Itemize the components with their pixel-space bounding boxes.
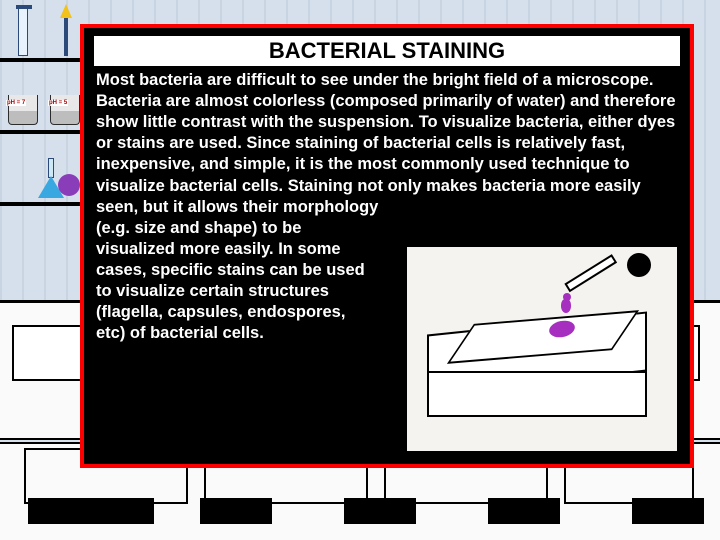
graduated-cylinder-icon xyxy=(18,8,28,56)
funnel-icon xyxy=(60,4,72,18)
nav-button[interactable] xyxy=(488,498,560,524)
nav-button[interactable] xyxy=(28,498,154,524)
funnel-stem-icon xyxy=(64,18,68,56)
modal-body: Most bacteria are difficult to see under… xyxy=(96,70,678,452)
staining-illustration xyxy=(406,246,678,452)
dropper-icon xyxy=(567,253,657,307)
nav-button[interactable] xyxy=(200,498,272,524)
modal-title-bar: BACTERIAL STAINING xyxy=(94,36,680,66)
ph-label: pH = 7 xyxy=(6,100,26,106)
modal-title: BACTERIAL STAINING xyxy=(265,36,509,66)
modal-paragraph-full: Most bacteria are difficult to see under… xyxy=(96,70,678,218)
info-modal: BACTERIAL STAINING Most bacteria are dif… xyxy=(80,24,694,468)
nav-button[interactable] xyxy=(632,498,704,524)
sample-blob-icon xyxy=(58,174,80,196)
ph-label: pH = 5 xyxy=(48,100,68,106)
modal-paragraph-left: (e.g. size and shape) to be visualized m… xyxy=(96,218,378,345)
nav-button[interactable] xyxy=(344,498,416,524)
